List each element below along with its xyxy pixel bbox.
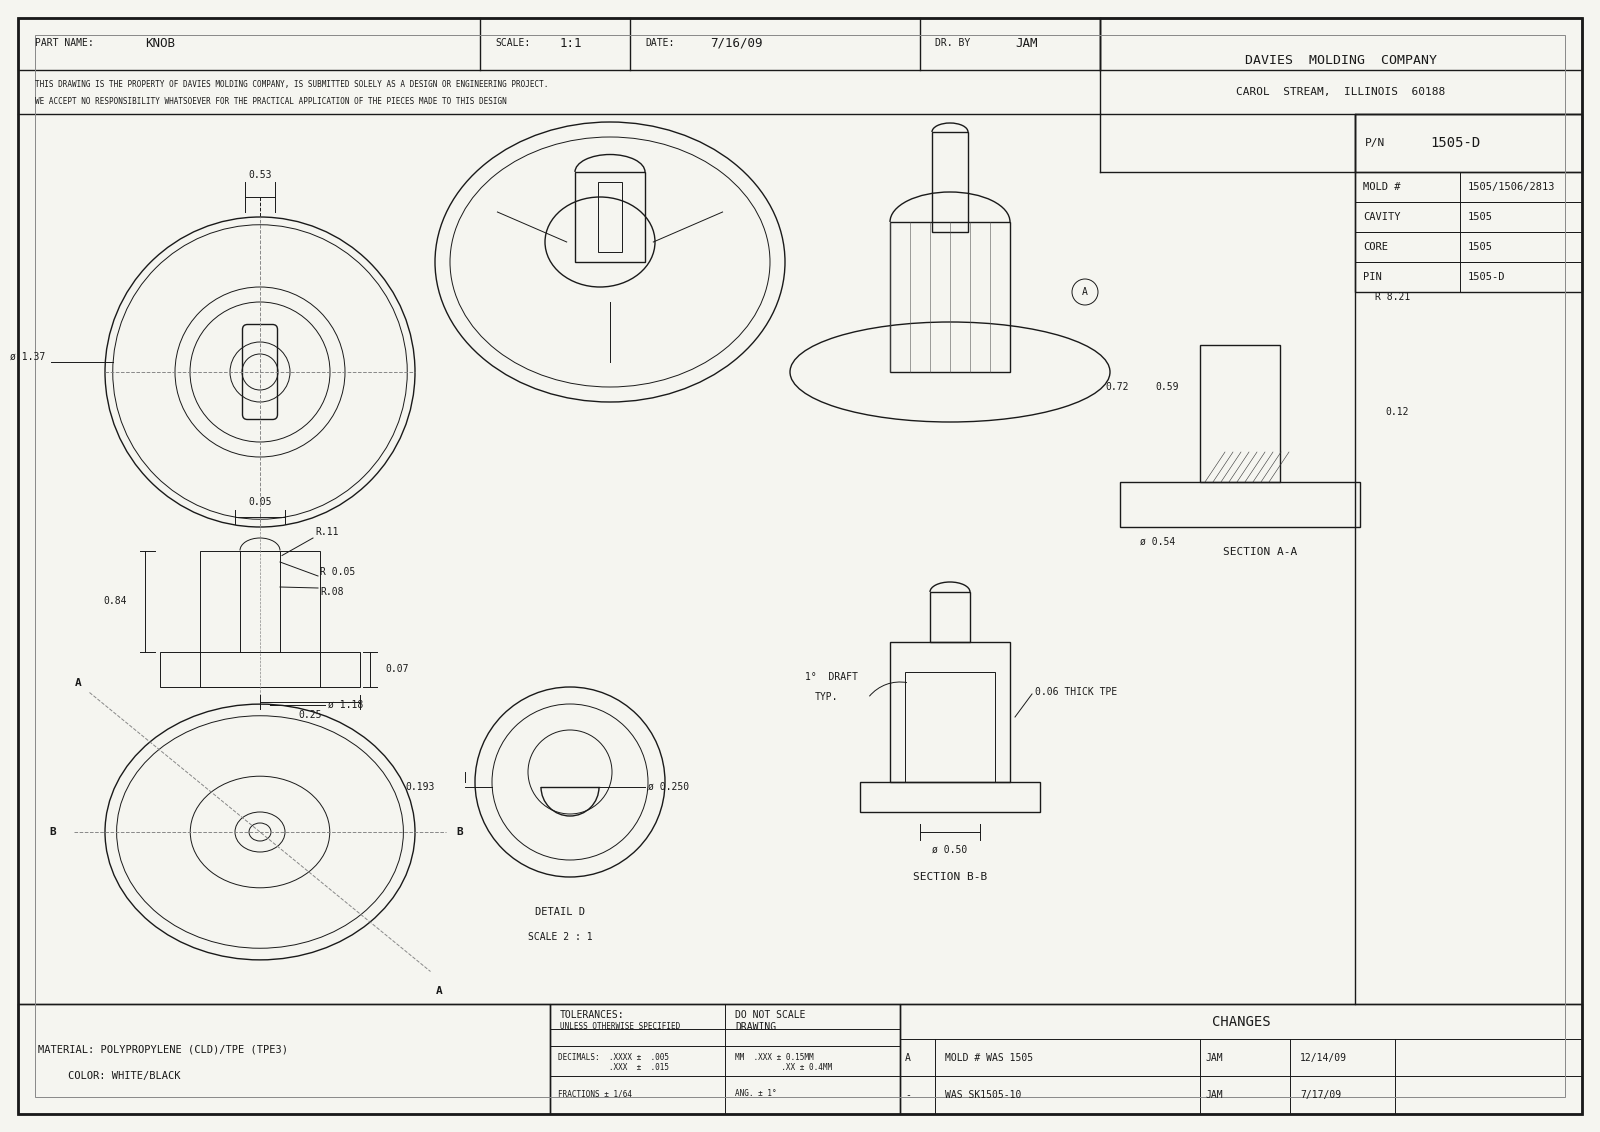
- Bar: [550, 1004, 899, 1114]
- Bar: [18, 1004, 550, 1114]
- Bar: [200, 550, 320, 687]
- Bar: [240, 550, 280, 652]
- Text: 1505: 1505: [1469, 212, 1493, 222]
- Text: JAM: JAM: [1205, 1053, 1222, 1063]
- Bar: [18, 70, 1101, 114]
- Text: B: B: [456, 827, 462, 837]
- Text: PART NAME:: PART NAME:: [35, 38, 94, 48]
- Text: SCALE 2 : 1: SCALE 2 : 1: [528, 932, 592, 942]
- Bar: [18, 18, 1582, 70]
- Text: ø 1.18: ø 1.18: [328, 700, 363, 710]
- Text: JAM: JAM: [1014, 36, 1037, 50]
- Text: 1505-D: 1505-D: [1469, 272, 1506, 282]
- Text: SECTION B-B: SECTION B-B: [914, 872, 987, 882]
- Bar: [1355, 114, 1582, 292]
- Bar: [1200, 344, 1280, 482]
- Text: 7/16/09: 7/16/09: [710, 36, 763, 50]
- Text: ø 0.250: ø 0.250: [648, 782, 690, 792]
- Text: DATE:: DATE:: [645, 38, 674, 48]
- Text: WAS SK1505-10: WAS SK1505-10: [946, 1090, 1021, 1100]
- Text: 1:1: 1:1: [560, 36, 582, 50]
- Text: .XX ± 0.4MM: .XX ± 0.4MM: [734, 1063, 832, 1072]
- Bar: [930, 592, 970, 642]
- Bar: [160, 652, 360, 687]
- Text: JAM: JAM: [1205, 1090, 1222, 1100]
- Text: 12/14/09: 12/14/09: [1299, 1053, 1347, 1063]
- Bar: [1355, 201, 1582, 232]
- Bar: [1101, 18, 1582, 114]
- Text: R 8.21: R 8.21: [1374, 292, 1410, 302]
- Bar: [598, 182, 622, 252]
- Text: 0.72: 0.72: [1106, 381, 1128, 392]
- Bar: [899, 1004, 1582, 1114]
- Bar: [1355, 114, 1582, 172]
- Text: R.11: R.11: [315, 528, 339, 537]
- Text: -: -: [906, 1090, 910, 1100]
- Text: 1505/1506/2813: 1505/1506/2813: [1469, 182, 1555, 192]
- Text: DO NOT SCALE: DO NOT SCALE: [734, 1010, 805, 1020]
- Text: DAVIES  MOLDING  COMPANY: DAVIES MOLDING COMPANY: [1245, 53, 1437, 67]
- Text: CAROL  STREAM,  ILLINOIS  60188: CAROL STREAM, ILLINOIS 60188: [1237, 87, 1446, 97]
- Text: MOLD # WAS 1505: MOLD # WAS 1505: [946, 1053, 1034, 1063]
- Text: WE ACCEPT NO RESPONSIBILITY WHATSOEVER FOR THE PRACTICAL APPLICATION OF THE PIEC: WE ACCEPT NO RESPONSIBILITY WHATSOEVER F…: [35, 97, 507, 106]
- Bar: [1355, 261, 1582, 292]
- Text: ø 0.54: ø 0.54: [1139, 537, 1176, 547]
- Text: A: A: [75, 677, 82, 687]
- Text: FRACTIONS ± 1/64: FRACTIONS ± 1/64: [558, 1089, 632, 1098]
- Text: ø 0.50: ø 0.50: [933, 844, 968, 855]
- Text: R 0.05: R 0.05: [320, 567, 355, 577]
- Text: A: A: [1082, 288, 1088, 297]
- Text: DRAWING: DRAWING: [734, 1021, 776, 1031]
- Text: 0.59: 0.59: [1155, 381, 1179, 392]
- Text: 0.25: 0.25: [298, 710, 322, 720]
- Text: 1505: 1505: [1469, 242, 1493, 252]
- Text: UNLESS OTHERWISE SPECIFIED: UNLESS OTHERWISE SPECIFIED: [560, 1022, 680, 1031]
- Text: DECIMALS:  .XXXX ±  .005: DECIMALS: .XXXX ± .005: [558, 1053, 669, 1062]
- Bar: [861, 782, 1040, 812]
- Bar: [906, 672, 995, 782]
- Text: CORE: CORE: [1363, 242, 1389, 252]
- Bar: [931, 132, 968, 232]
- Text: THIS DRAWING IS THE PROPERTY OF DAVIES MOLDING COMPANY, IS SUBMITTED SOLELY AS A: THIS DRAWING IS THE PROPERTY OF DAVIES M…: [35, 80, 549, 89]
- Text: TYP.: TYP.: [814, 692, 838, 702]
- Text: 1505-D: 1505-D: [1430, 136, 1480, 151]
- Text: DR. BY: DR. BY: [934, 38, 970, 48]
- Text: P/N: P/N: [1365, 138, 1386, 148]
- Text: R.08: R.08: [320, 588, 344, 597]
- Text: TOLERANCES:: TOLERANCES:: [560, 1010, 624, 1020]
- Text: 0.53: 0.53: [248, 170, 272, 180]
- Text: A: A: [906, 1053, 910, 1063]
- Text: ø 1.37: ø 1.37: [11, 352, 46, 362]
- Bar: [574, 172, 645, 261]
- Text: 0.12: 0.12: [1386, 408, 1408, 417]
- Text: CAVITY: CAVITY: [1363, 212, 1400, 222]
- Bar: [1355, 232, 1582, 261]
- Bar: [890, 642, 1010, 782]
- Bar: [1120, 482, 1360, 528]
- Text: MOLD #: MOLD #: [1363, 182, 1400, 192]
- Text: SCALE:: SCALE:: [494, 38, 530, 48]
- Text: SECTION A-A: SECTION A-A: [1222, 547, 1298, 557]
- Text: 0.84: 0.84: [104, 597, 126, 607]
- Text: PIN: PIN: [1363, 272, 1382, 282]
- Text: DETAIL D: DETAIL D: [534, 907, 586, 917]
- Text: COLOR: WHITE/BLACK: COLOR: WHITE/BLACK: [67, 1071, 181, 1081]
- Text: 0.06 THICK TPE: 0.06 THICK TPE: [1035, 687, 1117, 697]
- Text: KNOB: KNOB: [146, 36, 174, 50]
- Text: 1°  DRAFT: 1° DRAFT: [805, 672, 858, 681]
- Text: 0.193: 0.193: [406, 782, 435, 792]
- Bar: [890, 222, 1010, 372]
- Text: 7/17/09: 7/17/09: [1299, 1090, 1341, 1100]
- Bar: [1355, 172, 1582, 201]
- Text: MATERIAL: POLYPROPYLENE (CLD)/TPE (TPE3): MATERIAL: POLYPROPYLENE (CLD)/TPE (TPE3): [38, 1044, 288, 1054]
- Text: CHANGES: CHANGES: [1211, 1015, 1270, 1029]
- Text: ANG. ± 1°: ANG. ± 1°: [734, 1089, 776, 1098]
- Text: 0.05: 0.05: [248, 497, 272, 507]
- Text: 0.07: 0.07: [386, 664, 408, 675]
- Text: A: A: [435, 986, 442, 996]
- Text: MM  .XXX ± 0.15MM: MM .XXX ± 0.15MM: [734, 1053, 814, 1062]
- Text: .XXX  ±  .015: .XXX ± .015: [558, 1063, 669, 1072]
- Text: B: B: [50, 827, 56, 837]
